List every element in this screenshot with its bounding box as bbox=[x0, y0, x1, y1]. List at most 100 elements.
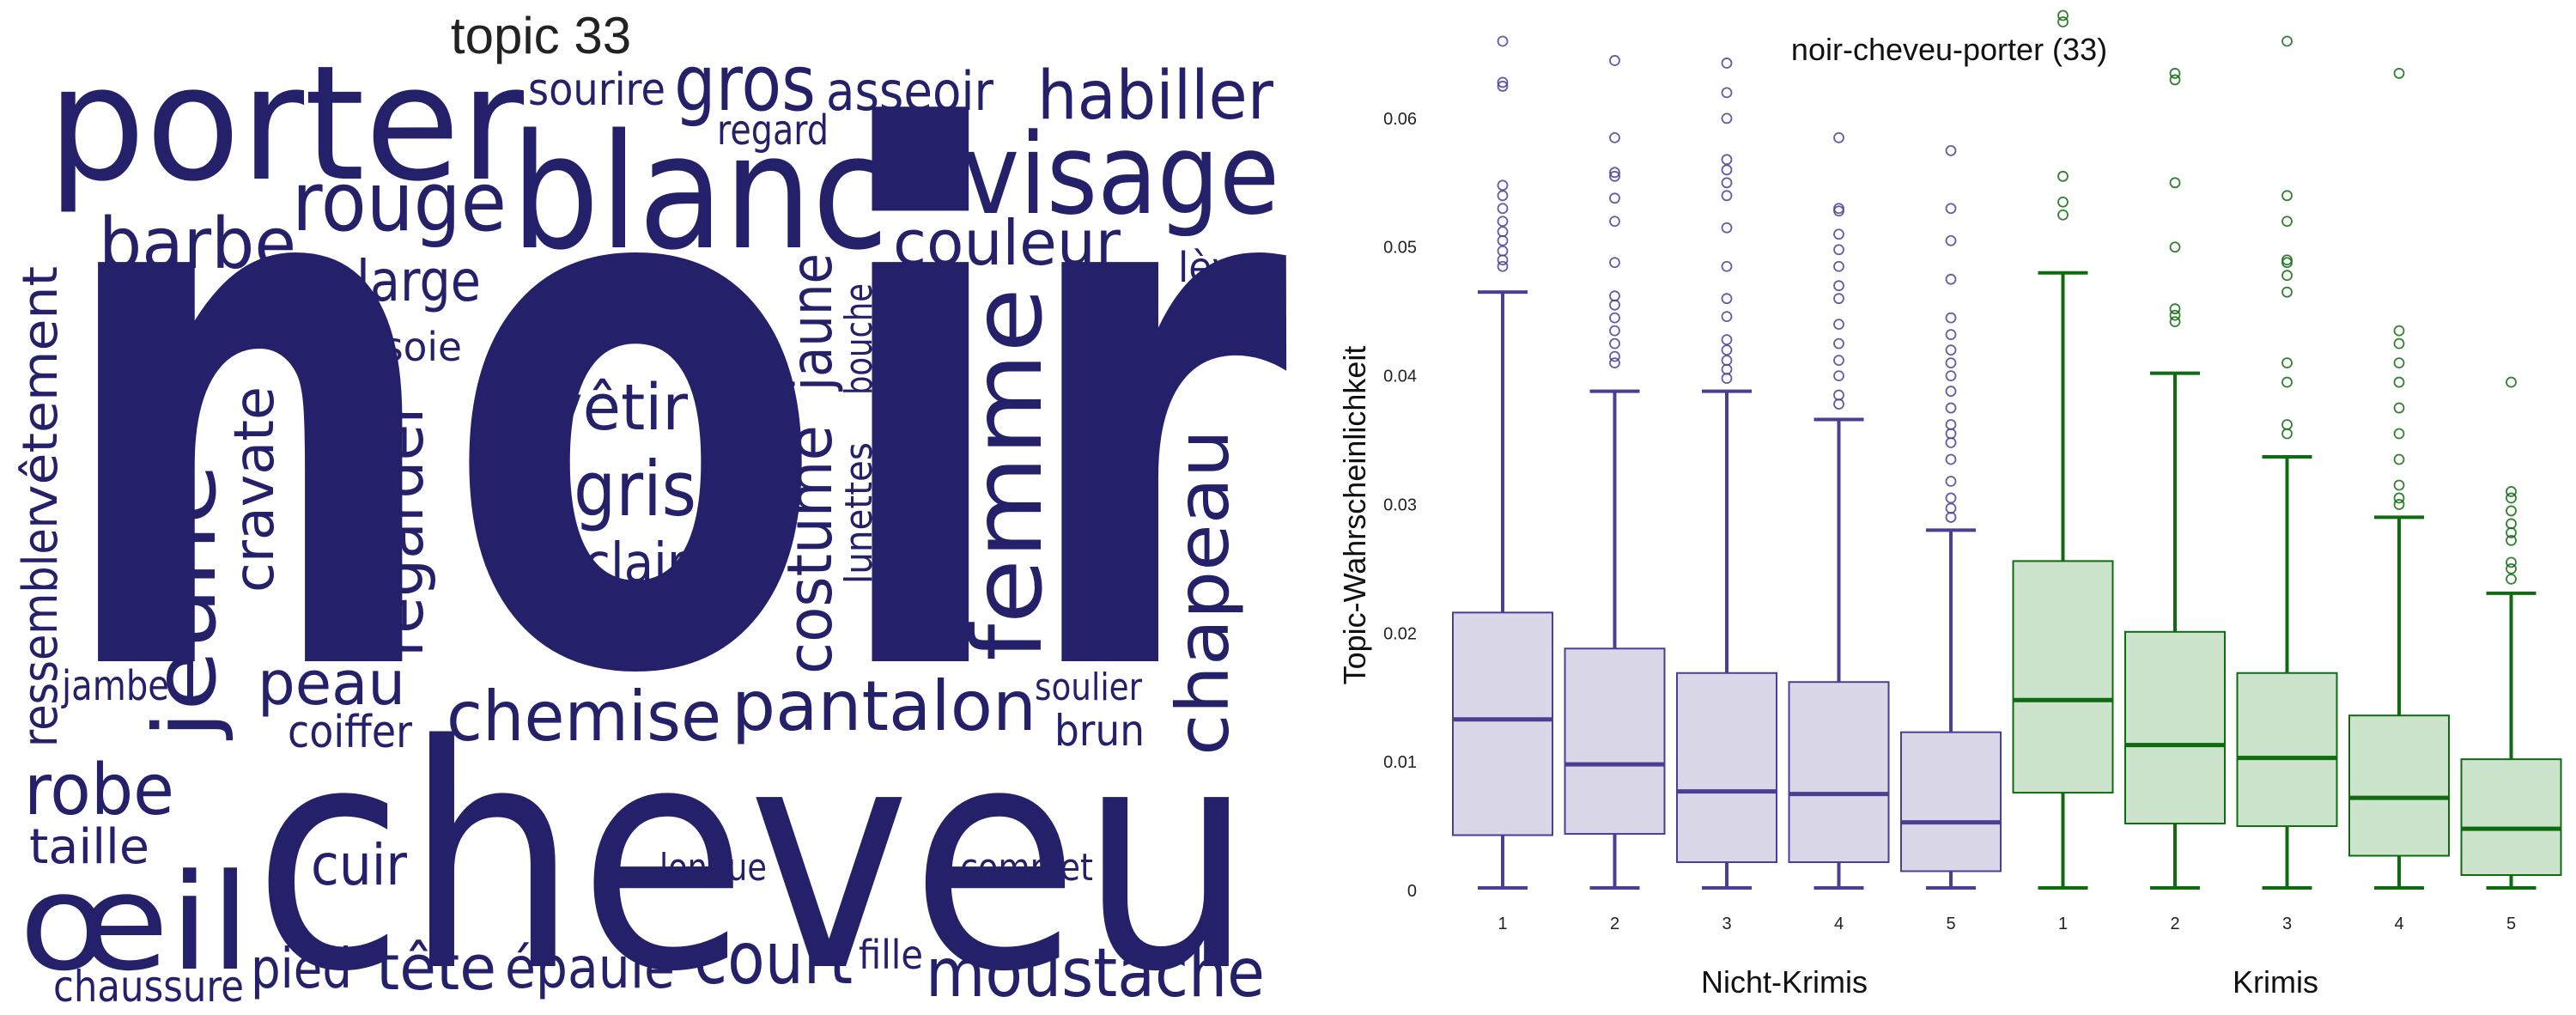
outlier-point bbox=[1609, 312, 1620, 324]
outlier-point bbox=[1609, 216, 1620, 228]
cloud-word: cravate bbox=[223, 386, 287, 593]
box-krimis-4 bbox=[2348, 68, 2450, 890]
cloud-word: porter bbox=[47, 31, 525, 216]
cloud-word: barbe bbox=[99, 204, 296, 285]
cloud-word: jaune bbox=[779, 253, 845, 392]
x-tick-label: 2 bbox=[1610, 915, 1619, 933]
outlier-point bbox=[2169, 74, 2181, 86]
box-iqr bbox=[1676, 672, 1777, 864]
cloud-word: vêtement bbox=[13, 266, 69, 515]
outlier-point bbox=[2393, 479, 2405, 491]
outlier-point bbox=[1833, 319, 1844, 331]
y-tick-label: 0.05 bbox=[1383, 239, 1417, 258]
cloud-word: jeune bbox=[135, 464, 235, 740]
cloud-word: lunettes bbox=[837, 442, 881, 584]
box-iqr bbox=[1564, 647, 1666, 836]
outlier-point bbox=[2169, 316, 2181, 328]
cloud-word: fille bbox=[859, 932, 923, 978]
outlier-point bbox=[2393, 453, 2405, 465]
cloud-word: coiffer bbox=[288, 707, 413, 758]
outlier-point bbox=[1497, 245, 1509, 257]
cloud-word: cheveu bbox=[253, 679, 1254, 1015]
outlier-point bbox=[1497, 234, 1509, 246]
cloud-word: œil bbox=[19, 845, 251, 1000]
cloud-word: épaule bbox=[505, 935, 675, 1001]
box-iqr bbox=[1452, 611, 1553, 836]
outlier-point bbox=[1945, 402, 1957, 414]
outlier-point bbox=[2281, 286, 2293, 298]
outlier-point bbox=[1945, 502, 1957, 514]
outlier-point bbox=[1721, 363, 1733, 375]
cloud-dot bbox=[890, 124, 969, 203]
outlier-point bbox=[1945, 453, 1957, 465]
outlier-point bbox=[2169, 303, 2181, 315]
outlier-point bbox=[2281, 35, 2293, 47]
outlier-point bbox=[1945, 203, 1957, 215]
outlier-point bbox=[2169, 177, 2181, 189]
box-iqr bbox=[2460, 758, 2562, 877]
cloud-word: robe bbox=[24, 750, 174, 831]
outlier-point bbox=[1721, 190, 1733, 202]
cloud-word: noir bbox=[52, 0, 1288, 834]
outlier-point bbox=[1609, 337, 1620, 349]
chart-title: noir-cheveu-porter (33) bbox=[1791, 32, 2107, 67]
box-iqr bbox=[2348, 714, 2450, 857]
outlier-point bbox=[1497, 203, 1509, 215]
outlier-point bbox=[1833, 337, 1844, 349]
outlier-point bbox=[2281, 270, 2293, 282]
cloud-word: blanc bbox=[511, 100, 889, 285]
outlier-point bbox=[1721, 344, 1733, 356]
outlier-point bbox=[1721, 260, 1733, 272]
outlier-point bbox=[1497, 179, 1509, 191]
outlier-point bbox=[1721, 334, 1733, 346]
outlier-point bbox=[1833, 131, 1844, 143]
outlier-point bbox=[1609, 170, 1620, 182]
outlier-point bbox=[2393, 357, 2405, 369]
outlier-point bbox=[1721, 373, 1733, 384]
cloud-word: soulier bbox=[1035, 666, 1143, 709]
outlier-point bbox=[2281, 428, 2293, 440]
cloud-word: complet bbox=[960, 846, 1093, 890]
outlier-point bbox=[1497, 76, 1509, 88]
outlier-point bbox=[2393, 337, 2405, 349]
outlier-point bbox=[2057, 196, 2069, 208]
outlier-point bbox=[1721, 154, 1733, 166]
y-tick-label: 0 bbox=[1407, 882, 1417, 901]
outlier-point bbox=[2281, 376, 2293, 388]
box-series bbox=[1452, 9, 2562, 890]
cloud-word: soie bbox=[383, 324, 462, 370]
x-tick-label: 2 bbox=[2170, 915, 2179, 933]
cloud-word: taille bbox=[29, 819, 149, 875]
outlier-point bbox=[2281, 190, 2293, 202]
outlier-point bbox=[1945, 512, 1957, 523]
outlier-point bbox=[2281, 254, 2293, 266]
cloud-word: cuir bbox=[311, 832, 408, 898]
outlier-point bbox=[2057, 9, 2069, 21]
cloud-word: longue bbox=[659, 846, 767, 890]
outlier-point bbox=[1609, 357, 1620, 369]
box-iqr bbox=[1788, 681, 1890, 864]
cloud-word: tête bbox=[376, 932, 496, 1004]
outlier-point bbox=[1945, 476, 1957, 487]
outlier-point bbox=[1945, 144, 1957, 156]
outlier-point bbox=[1833, 398, 1844, 410]
outlier-point bbox=[2506, 505, 2517, 517]
box-nicht-krimis-5 bbox=[1900, 144, 2002, 890]
outlier-point bbox=[2393, 376, 2405, 388]
outlier-point bbox=[1609, 290, 1620, 302]
cloud-word: regarder bbox=[365, 399, 437, 657]
outlier-point bbox=[1945, 370, 1957, 381]
outlier-point bbox=[2393, 428, 2405, 440]
cloud-word: bouche bbox=[837, 283, 881, 395]
outlier-point bbox=[1833, 389, 1844, 401]
cloud-word: costume bbox=[774, 425, 846, 674]
cloud-word: pied bbox=[251, 938, 352, 1001]
outlier-point bbox=[1609, 192, 1620, 204]
y-axis-label: Topic-Wahrscheinlichkeit bbox=[1337, 346, 1372, 685]
cloud-word: habiller bbox=[1037, 58, 1274, 135]
outlier-point bbox=[2506, 376, 2517, 388]
outlier-point bbox=[2393, 325, 2405, 337]
outlier-point bbox=[2506, 573, 2517, 585]
outlier-point bbox=[1609, 257, 1620, 269]
cloud-word: sourire bbox=[528, 64, 665, 116]
